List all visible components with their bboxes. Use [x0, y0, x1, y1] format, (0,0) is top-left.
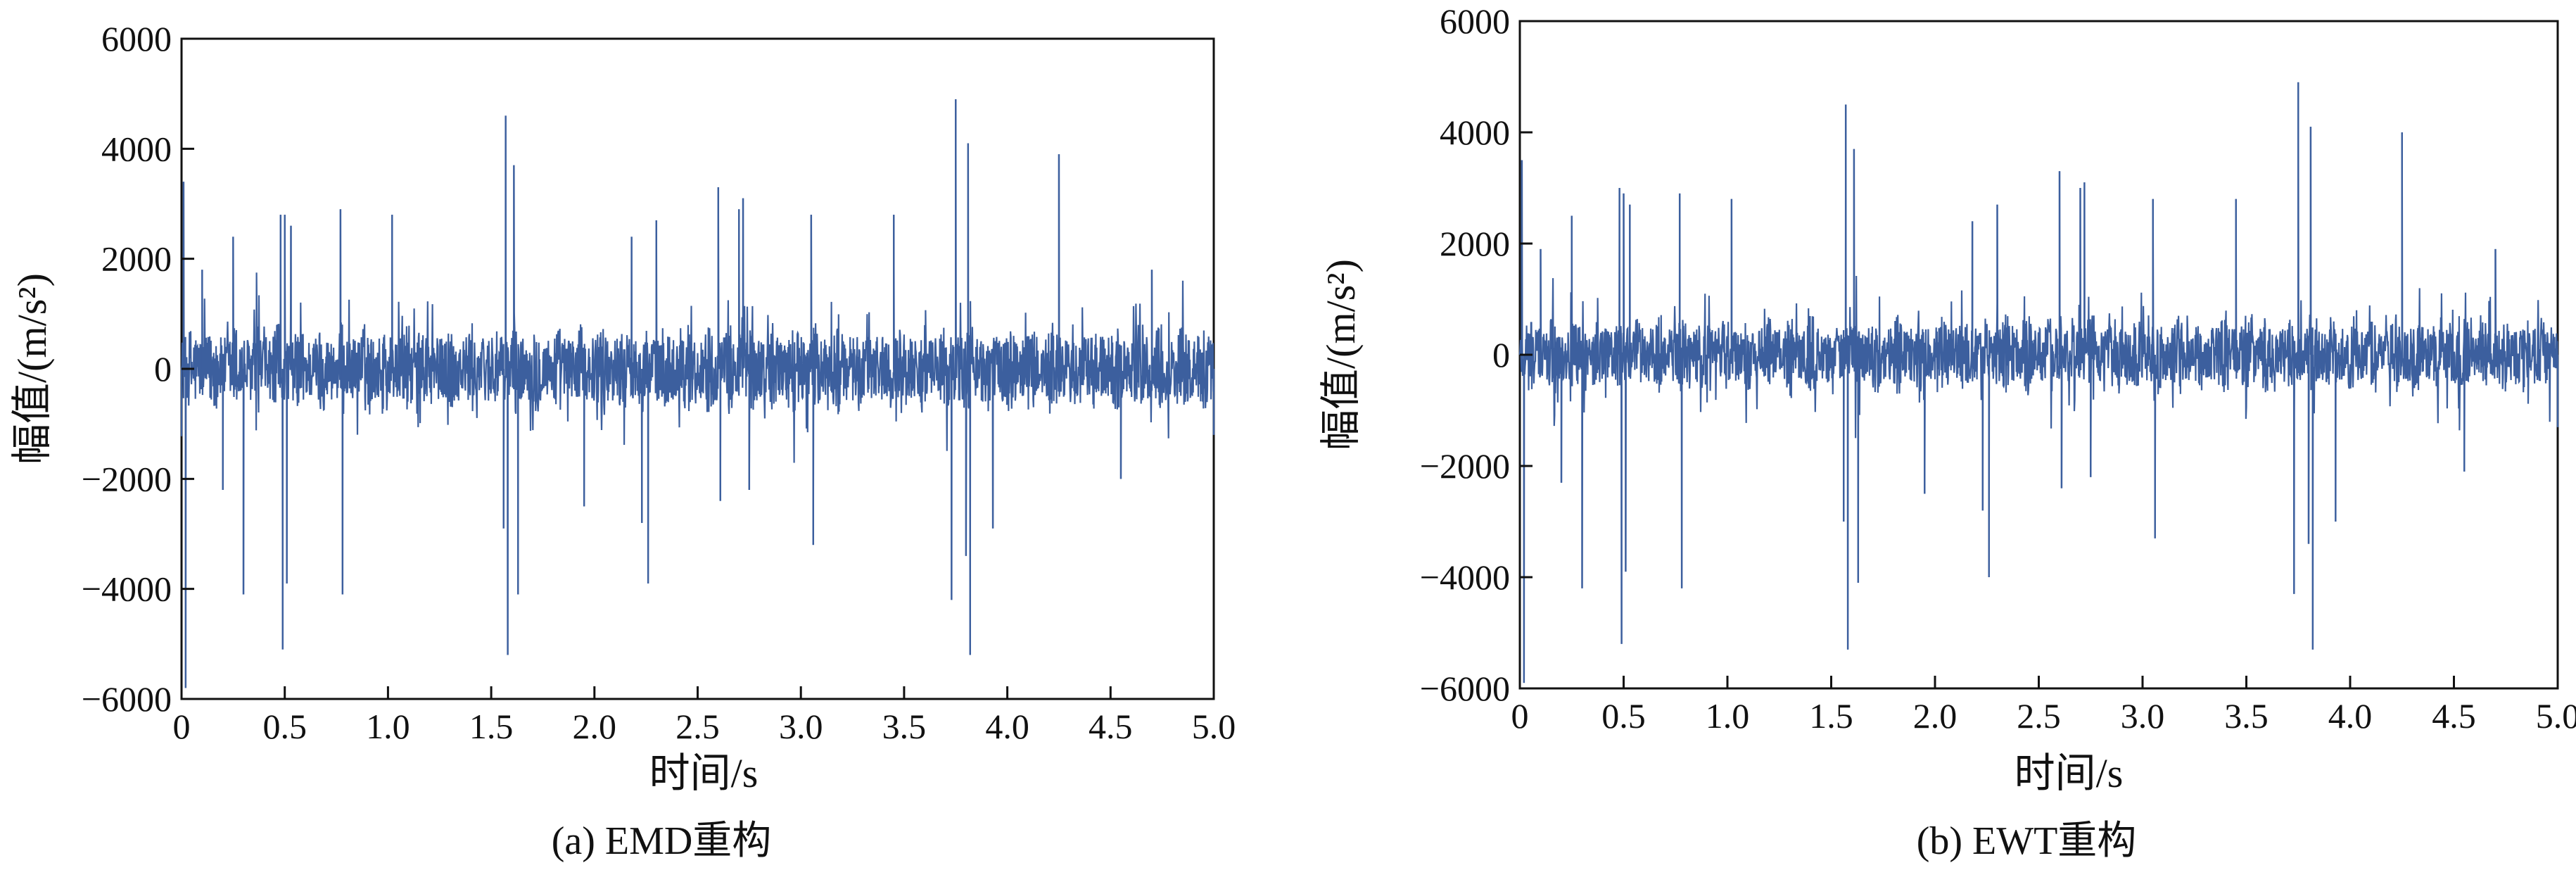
- signal-series-line: [180, 99, 1215, 688]
- y-axis-label: 幅值/(m/s²): [1318, 259, 1364, 450]
- y-axis-label: 幅值/(m/s²): [9, 273, 55, 465]
- y-tick-label: 0: [1492, 335, 1510, 374]
- y-tick-label: 2000: [101, 239, 172, 279]
- y-tick-label: 2000: [1440, 224, 1510, 263]
- x-tick-label: 2.0: [573, 707, 617, 746]
- x-tick-label: 5.0: [1192, 707, 1236, 746]
- y-tick-label: 6000: [1440, 1, 1510, 41]
- x-tick-label: 2.0: [1913, 696, 1958, 736]
- y-tick-label: 0: [154, 349, 172, 389]
- y-tick-label: 4000: [1440, 113, 1510, 152]
- signal-series-line: [1518, 82, 2559, 683]
- x-tick-label: 3.0: [2121, 696, 2165, 736]
- y-tick-label: −4000: [82, 569, 172, 609]
- x-tick-label: 0.5: [262, 707, 307, 746]
- x-tick-label: 2.5: [675, 707, 720, 746]
- x-tick-label: 1.5: [1809, 696, 1853, 736]
- subfigure-caption: (a) EMD重构: [552, 819, 772, 863]
- x-tick-label: 1.0: [1706, 696, 1750, 736]
- x-tick-label: 0.5: [1601, 696, 1646, 736]
- y-tick-label: −2000: [1420, 446, 1510, 486]
- x-tick-label: 1.5: [469, 707, 514, 746]
- x-tick-label: 4.5: [2432, 696, 2476, 736]
- x-tick-label: 3.0: [779, 707, 823, 746]
- x-tick-label: 4.0: [985, 707, 1029, 746]
- y-tick-label: −6000: [82, 679, 172, 719]
- x-tick-label: 0: [1511, 696, 1529, 736]
- y-tick-label: −6000: [1420, 669, 1510, 708]
- x-axis-label: 时间/s: [2015, 750, 2124, 796]
- x-tick-label: 3.5: [2224, 696, 2269, 736]
- x-tick-label: 2.5: [2017, 696, 2061, 736]
- x-tick-label: 3.5: [882, 707, 927, 746]
- y-tick-label: 6000: [101, 19, 172, 58]
- x-tick-label: 4.5: [1089, 707, 1133, 746]
- x-tick-label: 4.0: [2328, 696, 2373, 736]
- y-tick-label: −2000: [82, 459, 172, 498]
- x-tick-label: 5.0: [2536, 696, 2576, 736]
- y-tick-label: −4000: [1420, 557, 1510, 597]
- subfigure-caption: (b) EWT重构: [1917, 819, 2137, 863]
- y-tick-label: 4000: [101, 129, 172, 168]
- x-axis-label: 时间/s: [649, 750, 759, 796]
- x-tick-label: 0: [173, 707, 191, 746]
- x-tick-label: 1.0: [366, 707, 410, 746]
